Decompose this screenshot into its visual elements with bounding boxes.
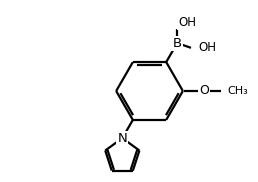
Text: B: B <box>173 37 182 50</box>
Text: OH: OH <box>199 41 217 54</box>
Text: CH₃: CH₃ <box>227 86 248 96</box>
Text: O: O <box>199 84 209 98</box>
Text: OH: OH <box>178 16 196 29</box>
Text: N: N <box>117 132 127 145</box>
